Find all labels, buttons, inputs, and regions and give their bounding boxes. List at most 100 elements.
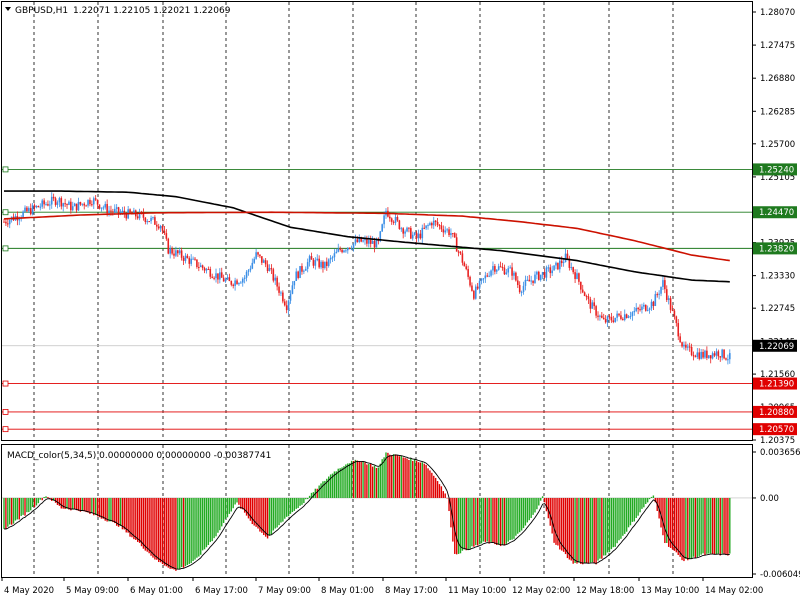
bull-candle — [576, 273, 578, 279]
macd-bar — [167, 497, 169, 568]
bear-candle — [652, 301, 655, 307]
macd-bar — [381, 459, 383, 498]
macd-bar — [81, 497, 84, 511]
macd-bar — [528, 497, 530, 521]
bull-candle — [199, 265, 202, 268]
bear-candle — [230, 281, 233, 285]
bear-candle — [511, 267, 513, 276]
bull-candle — [102, 207, 105, 209]
bull-candle — [159, 226, 162, 229]
bear-candle — [112, 211, 114, 213]
macd-bar — [507, 497, 509, 542]
bull-candle — [68, 201, 70, 205]
macd-label: MACD_color(5,34,5) 0.00000000 0.00000000… — [7, 451, 271, 461]
macd-bar — [280, 497, 282, 523]
bull-candle — [520, 291, 523, 293]
macd-bar — [104, 497, 106, 521]
macd-bar — [717, 497, 720, 554]
macd-bar — [306, 497, 309, 500]
macd-bar — [570, 497, 572, 561]
current-price-tag — [753, 339, 797, 352]
macd-bar — [226, 497, 229, 518]
macd-bar — [175, 497, 177, 571]
bull-candle — [333, 253, 336, 258]
bear-candle — [595, 306, 597, 316]
macd-bar — [408, 459, 410, 498]
bear-candle — [339, 248, 341, 250]
bear-candle — [217, 273, 219, 280]
bull-candle — [81, 203, 84, 205]
bear-candle — [725, 358, 727, 360]
macd-bar — [675, 497, 678, 553]
price-tick-label: 1.27475 — [760, 41, 795, 51]
bear-candle — [452, 233, 454, 235]
bull-candle — [383, 215, 385, 225]
bull-candle — [152, 217, 154, 219]
macd-bar — [196, 497, 198, 558]
macd-bar — [285, 497, 288, 517]
bear-candle — [125, 214, 128, 219]
macd-bar — [669, 497, 672, 548]
bull-candle — [497, 266, 500, 270]
price-panel-frame — [1, 1, 753, 441]
macd-bar — [45, 496, 47, 498]
bull-candle — [240, 282, 242, 284]
bull-candle — [599, 315, 601, 317]
bear-candle — [538, 271, 540, 280]
bear-candle — [434, 220, 437, 222]
macd-bar — [624, 497, 626, 534]
macd-bar — [47, 497, 49, 498]
bull-candle — [427, 225, 429, 227]
bear-candle — [681, 342, 683, 347]
bear-candle — [47, 204, 49, 206]
macd-bar — [295, 497, 297, 509]
time-tick-label: 11 May 10:00 — [448, 586, 506, 596]
bear-candle — [532, 280, 534, 283]
bull-candle — [219, 272, 221, 280]
macd-bar — [331, 473, 334, 498]
macd-bar — [301, 497, 303, 505]
bear-candle — [438, 224, 441, 226]
macd-bar — [343, 466, 345, 498]
macd-bar — [360, 461, 362, 498]
macd-bar — [559, 497, 561, 550]
macd-bar — [597, 497, 599, 561]
bull-candle — [41, 200, 43, 207]
dropdown-triangle-icon[interactable] — [5, 7, 11, 11]
bear-candle — [692, 354, 695, 357]
bull-candle — [192, 258, 194, 260]
macd-bar — [723, 497, 725, 554]
macd-bar — [436, 481, 439, 498]
macd-bar — [425, 464, 427, 498]
bear-candle — [644, 304, 647, 311]
macd-bar — [654, 497, 657, 503]
bear-candle — [318, 258, 320, 268]
bear-candle — [698, 352, 701, 359]
macd-bar — [490, 497, 492, 542]
bull-candle — [686, 346, 689, 348]
bull-candle — [308, 256, 311, 263]
macd-bar — [352, 460, 355, 498]
bull-candle — [551, 270, 553, 274]
bull-candle — [335, 251, 338, 254]
macd-bar — [299, 497, 301, 506]
bear-candle — [7, 223, 9, 225]
macd-bar — [169, 497, 171, 569]
bull-candle — [249, 268, 252, 271]
bull-candle — [18, 218, 21, 221]
macd-bar — [133, 497, 135, 540]
macd-bar — [72, 497, 74, 510]
macd-bar — [31, 497, 34, 508]
bull-candle — [146, 221, 149, 223]
bull-candle — [484, 275, 487, 279]
bear-candle — [557, 262, 559, 270]
level-handle — [2, 380, 9, 387]
macd-bar — [117, 497, 120, 527]
macd-bar — [37, 497, 40, 504]
bear-candle — [79, 201, 82, 205]
macd-bar — [469, 497, 471, 550]
macd-bar — [221, 497, 223, 527]
macd-bar — [119, 497, 122, 527]
macd-bar — [219, 497, 221, 531]
